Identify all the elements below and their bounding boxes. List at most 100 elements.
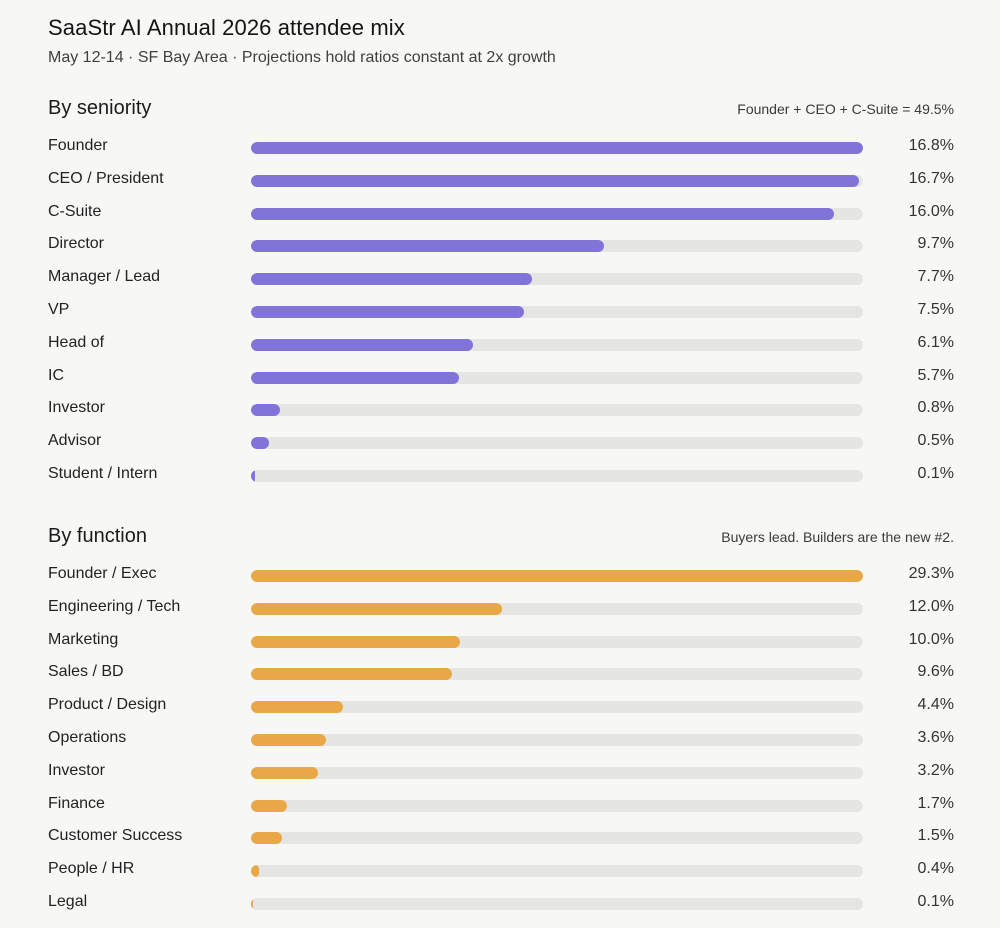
seniority-value-label: 16.8%	[908, 137, 954, 154]
seniority-row: Manager / Lead 7.7%	[48, 264, 954, 297]
function-bar	[251, 766, 318, 779]
seniority-value-label: 7.7%	[917, 268, 954, 286]
seniority-bar	[251, 142, 863, 154]
function-row: Marketing 10.0%	[48, 627, 954, 660]
seniority-value-label: 9.7%	[917, 235, 954, 253]
function-category-label: People / HR	[48, 860, 135, 878]
seniority-bar	[251, 207, 834, 220]
seniority-value-label: 16.0%	[908, 202, 954, 220]
function-row: People / HR 0.4%	[48, 856, 954, 889]
seniority-bar-track	[251, 469, 863, 482]
seniority-category-label: Head of	[48, 333, 105, 351]
seniority-value-label: 0.1%	[917, 464, 954, 482]
function-bar-track	[251, 635, 863, 648]
function-bar-track	[251, 897, 863, 910]
seniority-value-label: 16.7%	[908, 169, 954, 187]
function-chart: By function Buyers lead. Builders are th…	[48, 525, 954, 922]
function-category-label: Engineering / Tech	[48, 597, 181, 615]
seniority-note: Founder + CEO + C-Suite = 49.5%	[737, 101, 954, 117]
function-row: Legal 0.1%	[48, 889, 954, 922]
seniority-bar-track	[251, 404, 863, 417]
function-value-label: 10.0%	[908, 630, 954, 648]
function-value-label: 0.1%	[917, 892, 954, 910]
function-value-label: 12.0%	[908, 597, 954, 615]
function-value-label: 3.2%	[917, 761, 954, 779]
seniority-bar	[251, 273, 532, 286]
function-category-label: Marketing	[48, 630, 119, 648]
seniority-row: Founder 16.8%	[48, 133, 954, 166]
seniority-category-label: Director	[48, 235, 105, 253]
seniority-bar	[251, 371, 459, 384]
function-bar	[251, 570, 863, 582]
seniority-rows: Founder 16.8% CEO / President 16.7% C-Suite 1…	[48, 133, 954, 494]
function-bar-track	[251, 602, 863, 615]
seniority-value-label: 0.5%	[917, 432, 954, 450]
seniority-chart: By seniority Founder + CEO + C-Suite = 4…	[48, 97, 954, 494]
seniority-bar-track	[251, 437, 863, 450]
function-row: Founder / Exec 29.3%	[48, 561, 954, 594]
function-bar-track	[251, 766, 863, 779]
function-bar-track	[251, 668, 863, 681]
seniority-row: IC 5.7%	[48, 363, 954, 396]
function-bar-track	[251, 733, 863, 746]
seniority-bar	[251, 338, 474, 351]
function-category-label: Legal	[48, 892, 88, 910]
function-note: Buyers lead. Builders are the new #2.	[721, 529, 954, 545]
seniority-bar-track	[251, 240, 863, 253]
function-bar-track	[251, 799, 863, 812]
function-value-label: 29.3%	[908, 565, 954, 582]
function-bar	[251, 701, 343, 714]
function-bar	[251, 668, 452, 681]
seniority-value-label: 0.8%	[917, 399, 954, 417]
function-value-label: 3.6%	[917, 728, 954, 746]
seniority-bar-track	[251, 273, 863, 286]
function-category-label: Sales / BD	[48, 663, 124, 681]
seniority-row: VP 7.5%	[48, 297, 954, 330]
seniority-bar	[251, 404, 281, 417]
function-value-label: 0.4%	[917, 860, 954, 878]
function-bar	[251, 897, 254, 910]
function-row: Investor 3.2%	[48, 758, 954, 791]
seniority-bar-track	[251, 174, 863, 187]
function-category-label: Product / Design	[48, 696, 167, 714]
seniority-category-label: IC	[48, 366, 64, 384]
seniority-header: By seniority Founder + CEO + C-Suite = 4…	[48, 97, 954, 127]
seniority-row: Director 9.7%	[48, 231, 954, 264]
function-bar	[251, 635, 460, 648]
function-category-label: Investor	[48, 761, 105, 779]
function-bar	[251, 832, 283, 845]
seniority-bar-track	[251, 305, 863, 318]
function-category-label: Founder / Exec	[48, 565, 157, 582]
function-bar-track	[251, 832, 863, 845]
function-row: Engineering / Tech 12.0%	[48, 594, 954, 627]
function-bar	[251, 733, 327, 746]
function-category-label: Operations	[48, 728, 127, 746]
function-rows: Founder / Exec 29.3% Engineering / Tech 12.…	[48, 561, 954, 922]
function-row: Finance 1.7%	[48, 791, 954, 824]
seniority-title: By seniority	[48, 97, 152, 119]
function-value-label: 1.7%	[917, 794, 954, 812]
seniority-bar-track	[251, 371, 863, 384]
function-bar	[251, 799, 287, 812]
function-bar-track	[251, 865, 863, 878]
function-value-label: 9.6%	[917, 663, 954, 681]
function-bar	[251, 865, 260, 878]
seniority-bar-track	[251, 207, 863, 220]
function-category-label: Finance	[48, 794, 105, 812]
seniority-row: Advisor 0.5%	[48, 428, 954, 461]
seniority-category-label: Investor	[48, 399, 105, 417]
function-value-label: 4.4%	[917, 696, 954, 714]
seniority-category-label: C-Suite	[48, 202, 102, 220]
seniority-category-label: Advisor	[48, 432, 102, 450]
seniority-bar	[251, 174, 860, 187]
function-row: Sales / BD 9.6%	[48, 659, 954, 692]
seniority-category-label: CEO / President	[48, 169, 164, 187]
seniority-row: Student / Intern 0.1%	[48, 461, 954, 494]
seniority-category-label: VP	[48, 300, 70, 318]
seniority-bar	[251, 469, 255, 482]
chart-subtitle: May 12-14 · SF Bay Area · Projections ho…	[48, 49, 556, 66]
seniority-bar	[251, 437, 270, 450]
chart-title: SaaStr AI Annual 2026 attendee mix	[48, 15, 405, 40]
function-row: Operations 3.6%	[48, 725, 954, 758]
function-bar-track	[251, 570, 863, 582]
